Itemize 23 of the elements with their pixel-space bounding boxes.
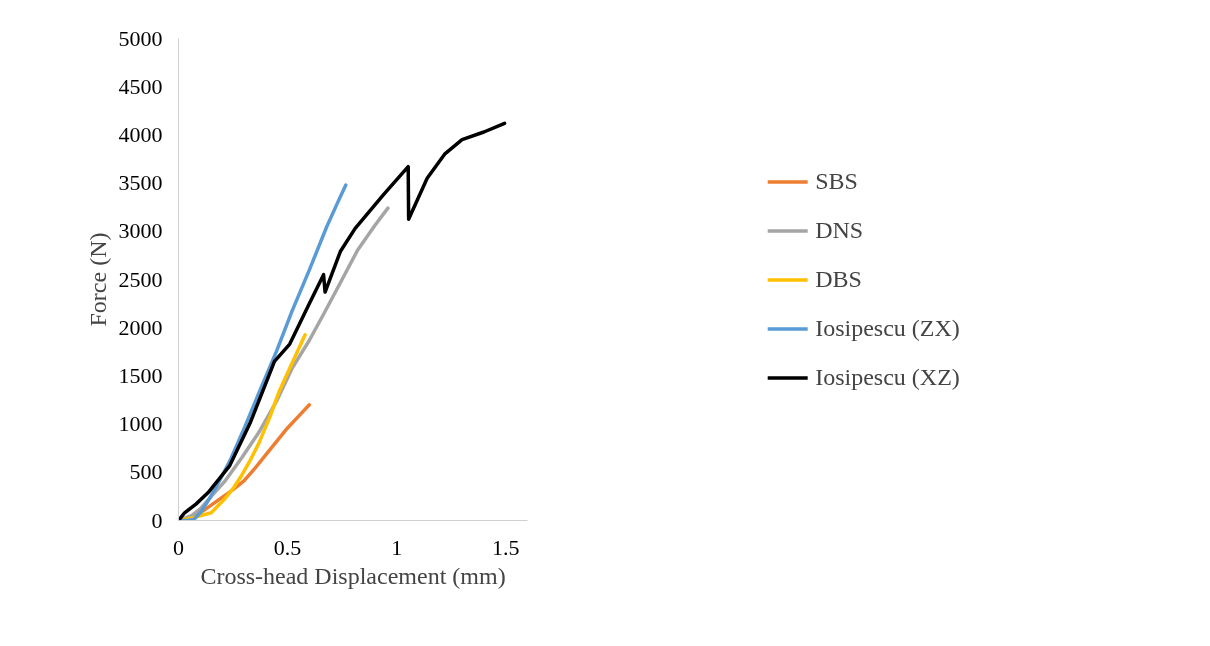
legend-label: DNS xyxy=(815,216,864,244)
y-tick-label: 4000 xyxy=(118,121,163,147)
y-tick-label: 500 xyxy=(129,459,163,485)
y-tick-label: 3500 xyxy=(118,170,163,196)
y-tick-label: 4500 xyxy=(118,73,163,99)
y-tick-label: 1000 xyxy=(118,411,163,437)
x-tick-label: 1 xyxy=(391,534,403,560)
x-tick-label: 0.5 xyxy=(273,534,302,560)
y-tick-label: 3000 xyxy=(118,218,163,244)
y-tick-label: 5000 xyxy=(118,25,163,51)
y-tick-label: 1500 xyxy=(118,362,163,388)
x-axis-title: Cross-head Displacement (mm) xyxy=(200,562,506,589)
line-series xyxy=(178,121,507,521)
legend-label: Iosipescu (ZX) xyxy=(815,314,960,342)
y-tick-label: 0 xyxy=(151,507,163,533)
legend-label: DBS xyxy=(815,265,862,293)
y-tick-label: 2000 xyxy=(118,314,163,340)
x-tick-label: 1.5 xyxy=(491,534,520,560)
legend-label: Iosipescu (XZ) xyxy=(815,363,960,391)
legend-label: SBS xyxy=(815,167,858,195)
x-tick-label: 0 xyxy=(173,534,184,560)
y-axis-title: Force (N) xyxy=(84,232,111,327)
y-tick-label: 2500 xyxy=(118,266,163,292)
